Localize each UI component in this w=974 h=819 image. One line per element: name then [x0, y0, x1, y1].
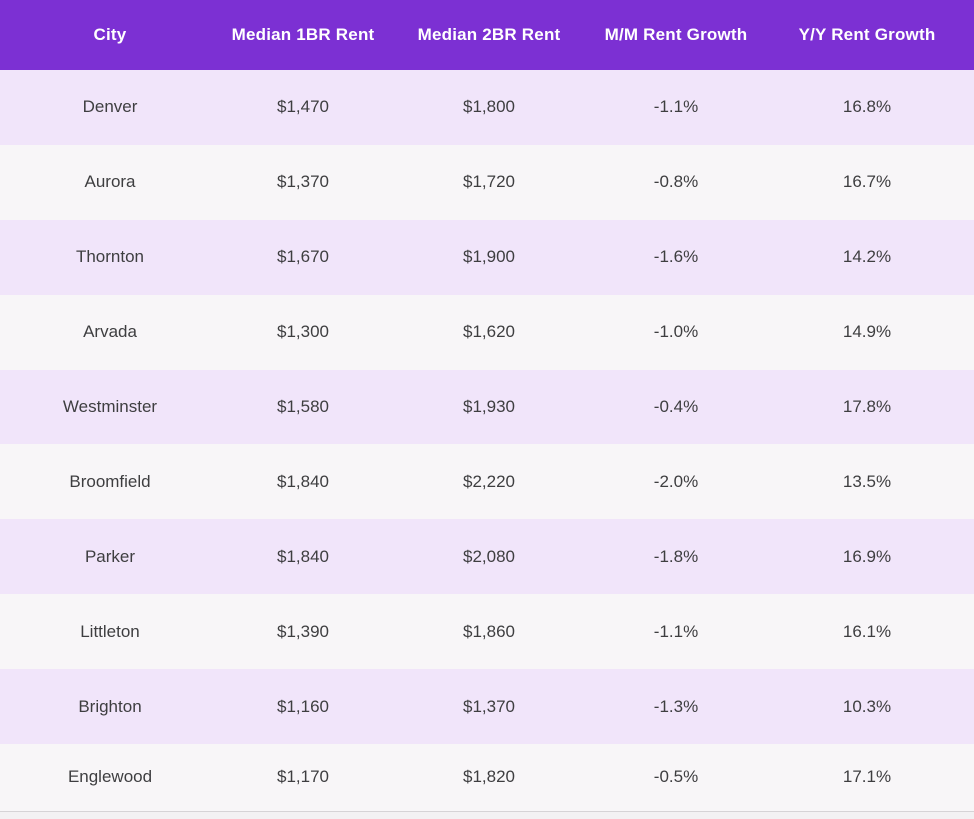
cell-median-1br-rent: $1,170 — [277, 767, 329, 787]
cell-mm-rent-growth: -1.1% — [653, 97, 699, 117]
cell-median-1br-rent: $1,300 — [277, 322, 329, 342]
column-header-yy-rent-growth: Y/Y Rent Growth — [798, 25, 936, 44]
cell-city: Littleton — [80, 621, 140, 641]
cell-mm-rent-growth: -2.0% — [653, 471, 699, 491]
table-row: Thornton $1,670 $1,900 -1.6% 14.2% — [0, 219, 974, 295]
table-body: Denver $1,470 $1,800 -1.1% 16.8% Aurora $1,370… — [0, 70, 974, 812]
cell-mm-rent-growth: -0.8% — [653, 172, 699, 192]
cell-mm-rent-growth: -1.6% — [653, 247, 699, 267]
cell-yy-rent-growth: 10.3% — [842, 696, 892, 716]
cell-median-1br-rent: $1,160 — [277, 696, 329, 716]
table-row: Broomfield $1,840 $2,220 -2.0% 13.5% — [0, 444, 974, 520]
cell-city: Aurora — [84, 172, 136, 192]
cell-median-1br-rent: $1,840 — [277, 546, 329, 566]
cell-median-2br-rent: $1,860 — [463, 621, 515, 641]
table-row: Aurora $1,370 $1,720 -0.8% 16.7% — [0, 144, 974, 220]
cell-yy-rent-growth: 16.1% — [842, 621, 892, 641]
cell-city: Denver — [82, 97, 138, 117]
table-header: City Median 1BR Rent Median 2BR Rent M/M Re… — [0, 0, 974, 70]
cell-median-2br-rent: $1,820 — [463, 767, 515, 787]
cell-city: Brighton — [78, 696, 142, 716]
table-row: Arvada $1,300 $1,620 -1.0% 14.9% — [0, 294, 974, 370]
cell-median-1br-rent: $1,370 — [277, 172, 329, 192]
cell-yy-rent-growth: 17.8% — [842, 397, 892, 416]
cell-median-2br-rent: $1,720 — [463, 172, 515, 192]
cell-median-1br-rent: $1,580 — [277, 397, 329, 416]
cell-mm-rent-growth: -1.3% — [653, 696, 699, 716]
table-row: Denver $1,470 $1,800 -1.1% 16.8% — [0, 70, 974, 145]
table-row: Brighton $1,160 $1,370 -1.3% 10.3% — [0, 669, 974, 745]
cell-yy-rent-growth: 16.8% — [842, 97, 892, 117]
cell-median-1br-rent: $1,840 — [277, 471, 329, 491]
cell-median-1br-rent: $1,390 — [277, 621, 329, 641]
cell-city: Westminster — [62, 397, 158, 416]
cell-mm-rent-growth: -1.0% — [653, 322, 699, 342]
cell-yy-rent-growth: 17.1% — [842, 767, 892, 787]
cell-mm-rent-growth: -1.1% — [653, 621, 699, 641]
table-row: Westminster $1,580 $1,930 -0.4% 17.8% — [0, 369, 974, 445]
cell-city: Arvada — [83, 322, 137, 342]
cell-yy-rent-growth: 16.7% — [842, 172, 892, 192]
cell-median-2br-rent: $1,370 — [463, 696, 515, 716]
cell-city: Thornton — [75, 247, 145, 267]
cell-median-2br-rent: $1,620 — [463, 322, 515, 342]
cell-yy-rent-growth: 14.2% — [842, 247, 892, 267]
cell-yy-rent-growth: 16.9% — [842, 546, 892, 566]
cell-city: Parker — [84, 546, 136, 566]
column-header-median-2br-rent: Median 2BR Rent — [417, 25, 561, 44]
cell-median-1br-rent: $1,670 — [277, 247, 329, 267]
cell-median-2br-rent: $1,900 — [463, 247, 515, 267]
cell-median-2br-rent: $2,080 — [463, 546, 515, 566]
column-header-mm-rent-growth: M/M Rent Growth — [604, 25, 748, 44]
cell-mm-rent-growth: -0.4% — [653, 397, 699, 416]
header-row: City Median 1BR Rent Median 2BR Rent M/M Re… — [0, 0, 974, 70]
cell-median-2br-rent: $1,800 — [463, 97, 515, 117]
cell-median-2br-rent: $1,930 — [463, 397, 515, 416]
table-row: Parker $1,840 $2,080 -1.8% 16.9% — [0, 519, 974, 595]
cell-mm-rent-growth: -1.8% — [653, 546, 699, 566]
column-header-median-1br-rent: Median 1BR Rent — [231, 25, 375, 44]
cell-median-1br-rent: $1,470 — [277, 97, 329, 117]
cell-city: Broomfield — [69, 471, 151, 491]
column-header-city: City — [93, 25, 127, 44]
cell-median-2br-rent: $2,220 — [463, 471, 515, 491]
cell-city: Englewood — [67, 767, 153, 787]
cell-mm-rent-growth: -0.5% — [653, 767, 699, 787]
cell-yy-rent-growth: 13.5% — [842, 471, 892, 491]
table-row: Littleton $1,390 $1,860 -1.1% 16.1% — [0, 594, 974, 670]
table-row: Englewood $1,170 $1,820 -0.5% 17.1% — [0, 744, 974, 812]
cell-yy-rent-growth: 14.9% — [842, 322, 892, 342]
